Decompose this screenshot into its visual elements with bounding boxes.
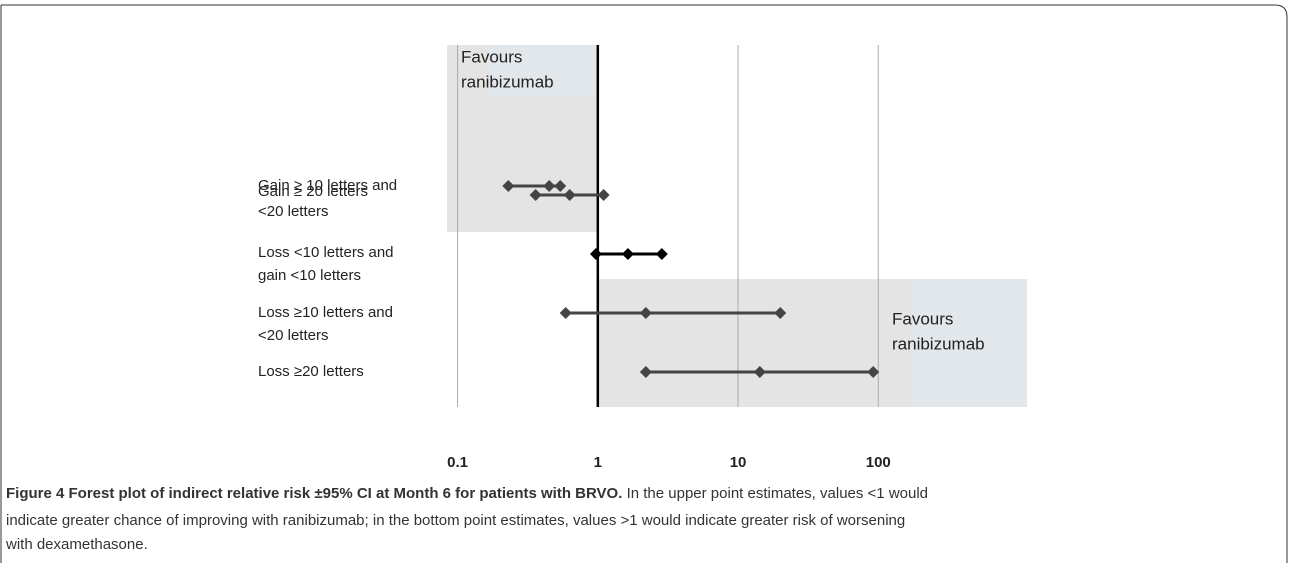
diamond <box>502 180 515 192</box>
diamond <box>563 189 576 201</box>
diamond <box>559 307 572 319</box>
x-tick-label: 0.1 <box>447 454 468 471</box>
shade-tint <box>489 45 596 97</box>
x-tick-label: 1 <box>594 454 602 471</box>
annotation: Favours <box>892 309 953 328</box>
x-tick-label: 100 <box>866 454 891 471</box>
caption-text: indicate greater chance of improving wit… <box>6 512 905 529</box>
row-label: Gain ≥ 20 letters <box>258 183 368 200</box>
diamond <box>543 180 556 192</box>
diamond <box>867 366 880 378</box>
caption: Figure 4 Forest plot of indirect relativ… <box>6 485 928 502</box>
diamond <box>597 189 610 201</box>
row-label: <20 letters <box>258 327 328 344</box>
row-label: Loss <10 letters and <box>258 244 394 261</box>
diamond <box>639 366 652 378</box>
annotation: ranibizumab <box>892 334 985 353</box>
row-label: Loss ≥20 letters <box>258 363 364 380</box>
diamond <box>753 366 766 378</box>
diamond <box>639 307 652 319</box>
diamond <box>621 248 634 260</box>
caption-text: In the upper point estimates, values <1 … <box>622 485 928 502</box>
shade-tint <box>912 279 1027 407</box>
diamond <box>529 189 542 201</box>
x-tick-label: 10 <box>730 454 747 471</box>
caption-text: with dexamethasone. <box>5 536 148 553</box>
frame <box>1 4 1288 563</box>
row-label: Gain ≥ 10 letters and <box>258 177 397 194</box>
row-label: gain <10 letters <box>258 267 361 284</box>
diamond <box>554 180 567 192</box>
diamond <box>774 307 787 319</box>
row-label: <20 letters <box>258 203 328 220</box>
annotation: Favours <box>461 47 522 66</box>
caption-label: Figure 4 Forest plot of indirect relativ… <box>6 485 622 502</box>
row-label: Loss ≥10 letters and <box>258 304 393 321</box>
annotation: ranibizumab <box>461 72 554 91</box>
diamond <box>655 248 668 260</box>
diamond <box>589 248 602 260</box>
